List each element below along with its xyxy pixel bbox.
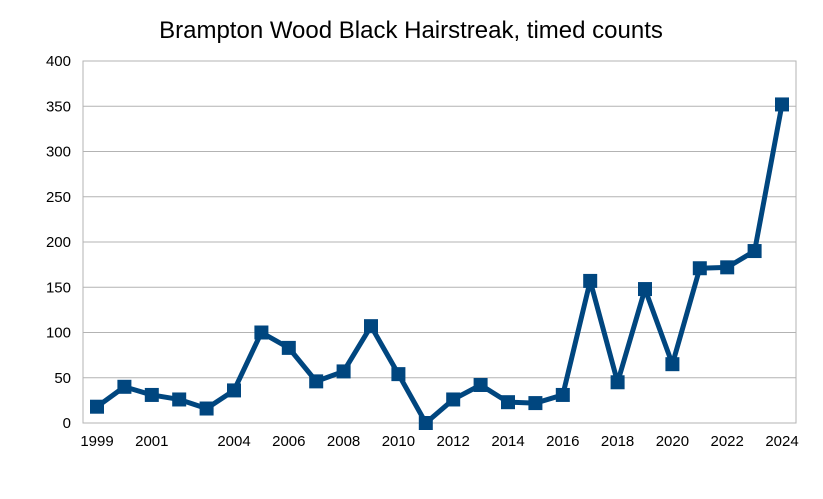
data-point-marker [446,392,461,407]
data-point-marker [336,364,351,379]
data-point-marker [583,273,598,288]
data-point-marker [309,374,324,389]
series-line [94,101,785,426]
data-point-marker [747,244,762,259]
y-tick-label: 400 [46,53,71,70]
series-markers [90,97,789,430]
chart-title: Brampton Wood Black Hairstreak, timed co… [159,17,663,44]
data-point-marker [254,325,269,340]
y-axis-ticks: 0 50 100 150 200 250 300 350 400 [46,53,71,432]
data-point-marker [172,392,187,407]
data-point-marker [199,401,214,416]
data-point-marker [665,357,680,372]
y-tick-label: 200 [46,234,71,251]
data-point-marker [555,387,570,402]
gridlines [83,60,796,424]
data-point-marker [692,261,707,276]
data-point-marker [391,367,406,382]
data-point-marker [473,377,488,392]
x-axis-ticks: 1999 2001 2004 2006 2008 2010 2012 2014 2016 2018… [80,433,798,450]
plot-frame [82,60,797,424]
y-tick-label: 50 [54,370,71,387]
x-tick-label: 2008 [327,433,360,450]
data-point-marker [227,383,241,398]
data-point-marker [364,319,378,334]
x-tick-label: 2004 [217,433,250,450]
x-tick-label: 2022 [711,433,744,450]
x-tick-label: 1999 [80,433,113,450]
x-tick-label: 2010 [382,433,415,450]
data-point-marker [418,416,433,430]
x-tick-label: 2012 [437,433,470,450]
data-point-marker [610,375,625,390]
y-tick-label: 300 [46,144,71,161]
data-point-marker [528,396,543,411]
data-point-marker [281,340,296,355]
data-point-marker [775,97,789,112]
data-point-marker [501,395,515,410]
data-point-marker [720,260,735,275]
x-tick-label: 2024 [765,433,798,450]
y-tick-label: 0 [63,415,71,432]
y-tick-label: 350 [46,98,71,115]
x-tick-label: 2016 [546,433,579,450]
data-point-marker [90,399,104,414]
y-tick-label: 250 [46,189,71,206]
x-tick-label: 2018 [601,433,634,450]
x-tick-label: 2014 [491,433,524,450]
data-point-marker [638,282,652,297]
x-tick-label: 2006 [272,433,305,450]
data-point-marker [144,387,159,402]
x-tick-label: 2001 [135,433,168,450]
data-point-marker [117,379,132,394]
y-tick-label: 100 [46,325,71,342]
x-tick-label: 2020 [656,433,689,450]
y-tick-label: 150 [46,279,71,296]
